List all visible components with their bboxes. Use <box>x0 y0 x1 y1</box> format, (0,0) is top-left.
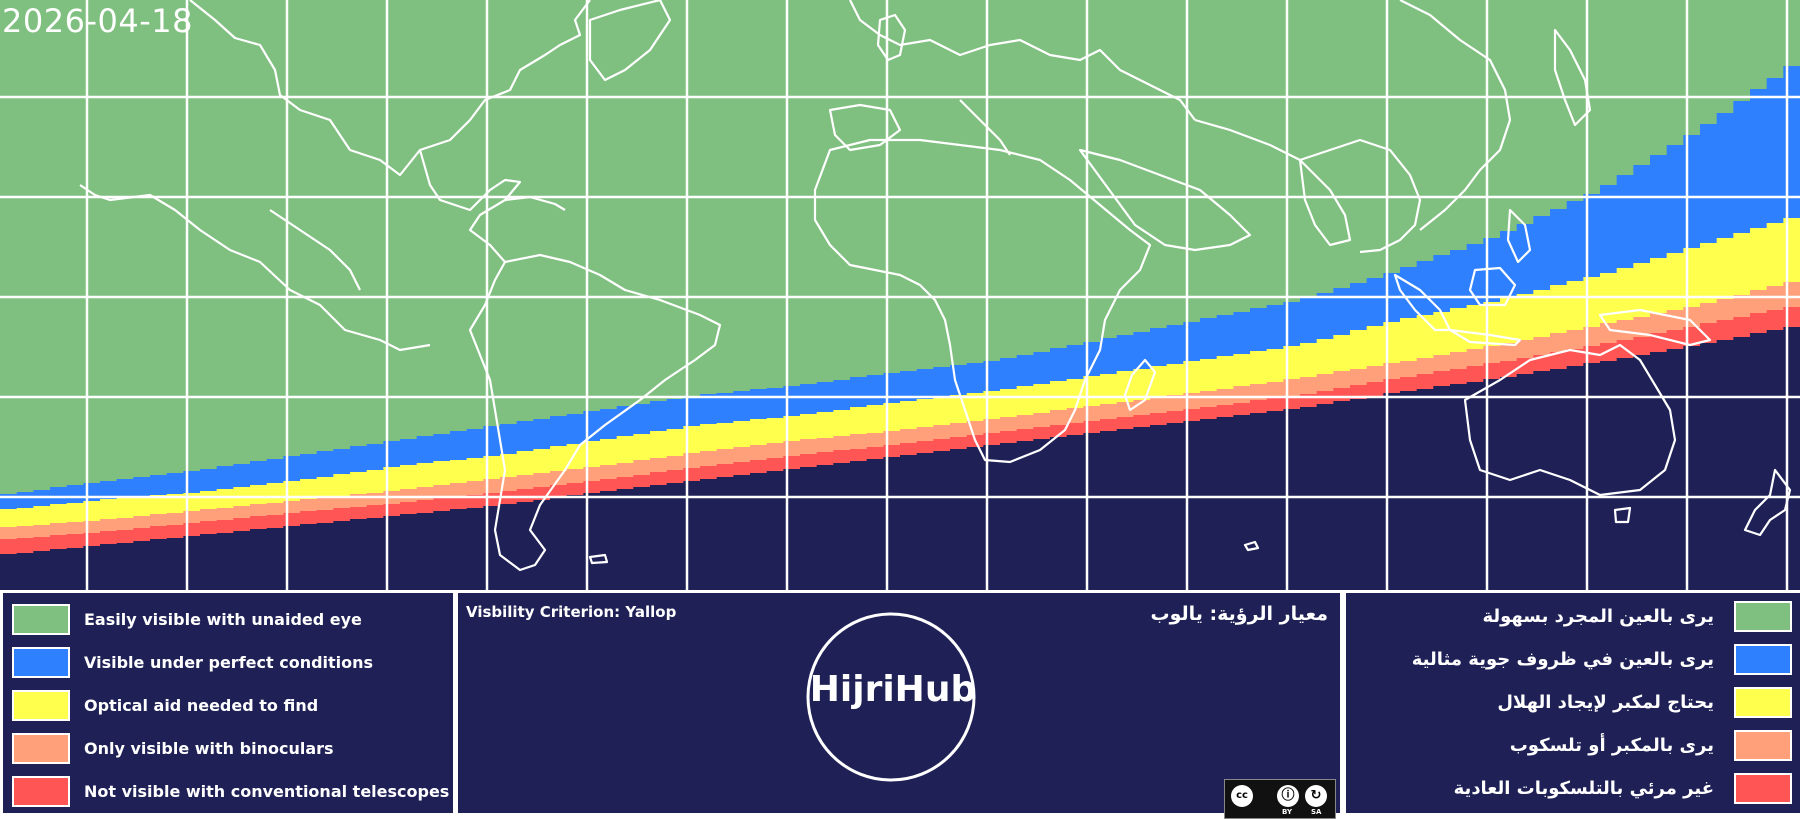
legend-en-row-telescope: Not visible with conventional telescopes <box>12 776 449 807</box>
coast-greenland <box>588 0 672 82</box>
coast-kerguelen <box>1243 540 1260 552</box>
legend-swatch <box>12 733 70 764</box>
legend-en-label: Only visible with binoculars <box>84 739 334 758</box>
legend-swatch <box>12 647 70 678</box>
coast-italy <box>959 99 1011 156</box>
cc-icon: cc <box>1231 785 1253 807</box>
legend-en-row-perfect: Visible under perfect conditions <box>12 647 373 678</box>
criterion-english: Visbility Criterion: Yallop <box>466 603 677 621</box>
sa-icon: ↻ <box>1305 785 1327 807</box>
coast-india <box>1298 158 1352 247</box>
coast-japan <box>1553 28 1592 127</box>
criterion-arabic: معيار الرؤية: يالوب <box>1150 603 1329 625</box>
coast-arabia <box>1078 148 1252 252</box>
legend-swatch <box>12 690 70 721</box>
legend-en-label: Not visible with conventional telescopes <box>84 782 450 801</box>
coast-madagascar <box>1123 358 1157 412</box>
crescent-icon <box>806 612 985 784</box>
sa-label: SA <box>1311 808 1322 816</box>
criterion-panel: Visbility Criterion: Yallop معيار الرؤية… <box>458 593 1340 819</box>
legend-swatch <box>1734 730 1792 761</box>
zone-not-visible <box>0 327 1800 590</box>
brand-name: HijriHub <box>809 669 977 710</box>
legend-ar-row-perfect: يرى بالعين في ظروف جوية مثالية <box>1412 644 1792 675</box>
coast-north-america <box>189 0 591 177</box>
legend-ar-label: غير مرئي بالتلسكوبات العادية <box>1453 778 1714 799</box>
coast-borneo <box>1468 266 1517 307</box>
legend-swatch <box>1734 773 1792 804</box>
coast-south-america <box>468 253 722 572</box>
coast-australia <box>1463 343 1677 497</box>
by-icon: ⓘ <box>1277 785 1299 807</box>
coast-europe <box>849 0 1196 121</box>
legend-footer: Easily visible with unaided eye Visible … <box>0 590 1800 819</box>
coastlines <box>79 0 1792 572</box>
coast-cuba <box>504 195 566 211</box>
legend-swatch <box>1734 687 1792 718</box>
legend-swatch <box>12 776 70 807</box>
legend-en-row-binoculars: Only visible with binoculars <box>12 733 334 764</box>
legend-en-row-optical: Optical aid needed to find <box>12 690 318 721</box>
legend-swatch <box>1734 601 1792 632</box>
visibility-zones <box>0 0 1800 590</box>
coast-philippines <box>1506 208 1532 264</box>
coast-north-america-west <box>79 184 431 352</box>
map-date: 2026-04-18 <box>2 2 193 40</box>
legend-ar-label: يرى بالعين المجرد بسهولة <box>1482 606 1714 627</box>
legend-swatch <box>1734 644 1792 675</box>
legend-en-row-easy: Easily visible with unaided eye <box>12 604 362 635</box>
legend-ar-label: يرى بالمكبر أو تلسكوب <box>1509 735 1714 756</box>
hijrihub-logo: HijriHub <box>803 609 985 789</box>
legend-ar-label: يرى بالعين في ظروف جوية مثالية <box>1411 649 1714 670</box>
by-label: BY <box>1282 808 1293 816</box>
legend-ar-row-telescope: غير مرئي بالتلسكوبات العادية <box>1454 773 1792 804</box>
legend-swatch <box>12 604 70 635</box>
coast-tasmania <box>1613 506 1632 524</box>
legend-en-label: Easily visible with unaided eye <box>84 610 362 629</box>
legend-english-panel: Easily visible with unaided eye Visible … <box>3 593 453 813</box>
coast-new-guinea <box>1598 308 1712 347</box>
legend-en-label: Visible under perfect conditions <box>84 653 374 672</box>
legend-arabic-panel: يرى بالعين المجرد بسهولة يرى بالعين في ظ… <box>1346 593 1800 813</box>
legend-en-label: Optical aid needed to find <box>84 696 319 715</box>
coast-uk <box>876 13 907 62</box>
coast-sumatra <box>1393 273 1452 332</box>
cc-by-sa-badge[interactable]: cc ⓘ ↻ BY SA <box>1224 779 1336 819</box>
legend-ar-row-easy: يرى بالعين المجرد بسهولة <box>1482 601 1792 632</box>
coast-asia <box>1194 118 1422 254</box>
coast-baja <box>269 209 361 291</box>
lat-lon-grid <box>0 0 1800 590</box>
coast-iberia <box>828 103 902 152</box>
map-canvas <box>0 0 1800 590</box>
coast-falklands <box>588 553 609 565</box>
legend-ar-row-binoculars: يرى بالمكبر أو تلسكوب <box>1510 730 1792 761</box>
legend-ar-row-optical: يحتاج لمكبر لإيجاد الهلال <box>1497 687 1792 718</box>
coast-java <box>1448 328 1522 347</box>
visibility-map: 2026-04-18 <box>0 0 1800 590</box>
legend-ar-label: يحتاج لمكبر لإيجاد الهلال <box>1497 692 1714 713</box>
